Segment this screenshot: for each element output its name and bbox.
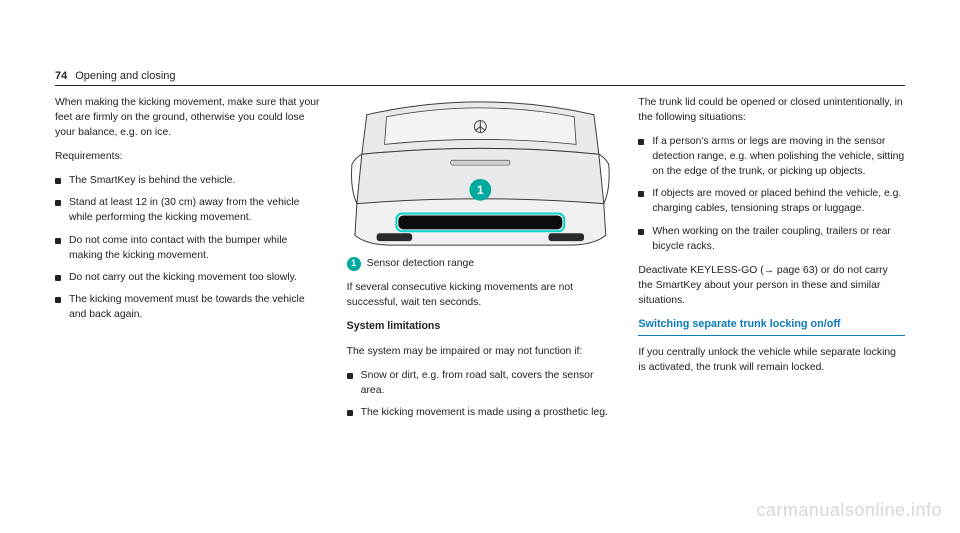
situations-list: If a person's arms or legs are moving in… [638,134,905,254]
system-limitations-heading: System limitations [347,319,614,334]
list-item: Stand at least 12 in (30 cm) away from t… [55,195,322,225]
limitations-list: Snow or dirt, e.g. from road salt, cover… [347,368,614,420]
paragraph: If you centrally unlock the vehicle whil… [638,345,905,375]
column-middle: 1 1 Sensor detection range If several co… [347,95,614,493]
column-right: The trunk lid could be opened or closed … [638,95,905,493]
page: 74 Opening and closing When making the k… [0,0,960,533]
figure-caption: 1 Sensor detection range [347,256,614,271]
paragraph: The system may be impaired or may not fu… [347,344,614,359]
caption-text: Sensor detection range [367,256,474,271]
page-number: 74 [55,70,67,82]
arrow-icon: → [764,265,774,276]
columns: When making the kicking movement, make s… [55,95,905,493]
list-item: The kicking movement must be towards the… [55,292,322,322]
list-item: If objects are moved or placed behind th… [638,186,905,216]
watermark: carmanualsonline.info [756,500,942,521]
paragraph: If several consecutive kicking movements… [347,280,614,310]
text-fragment: Deactivate KEYLESS-GO ( [638,265,763,276]
list-item: Do not come into contact with the bumper… [55,233,322,263]
caption-marker-icon: 1 [347,257,361,271]
paragraph: The trunk lid could be opened or closed … [638,95,905,125]
header: 74 Opening and closing [55,70,905,86]
requirements-label: Requirements: [55,149,322,164]
deactivate-paragraph: Deactivate KEYLESS-GO (→ page 63) or do … [638,263,905,308]
list-item: The SmartKey is behind the vehicle. [55,173,322,188]
list-item: If a person's arms or legs are moving in… [638,134,905,179]
svg-text:1: 1 [477,183,484,197]
section-title: Opening and closing [75,70,175,82]
list-item: Snow or dirt, e.g. from road salt, cover… [347,368,614,398]
list-item: The kicking movement is made using a pro… [347,405,614,420]
intro-paragraph: When making the kicking movement, make s… [55,95,322,140]
vehicle-rear-figure: 1 [347,95,614,248]
vehicle-rear-svg: 1 [347,95,614,248]
column-left: When making the kicking movement, make s… [55,95,322,493]
list-item: When working on the trailer coupling, tr… [638,224,905,254]
requirements-list: The SmartKey is behind the vehicle. Stan… [55,173,322,322]
trunk-locking-heading: Switching separate trunk locking on/off [638,317,905,336]
list-item: Do not carry out the kicking movement to… [55,270,322,285]
